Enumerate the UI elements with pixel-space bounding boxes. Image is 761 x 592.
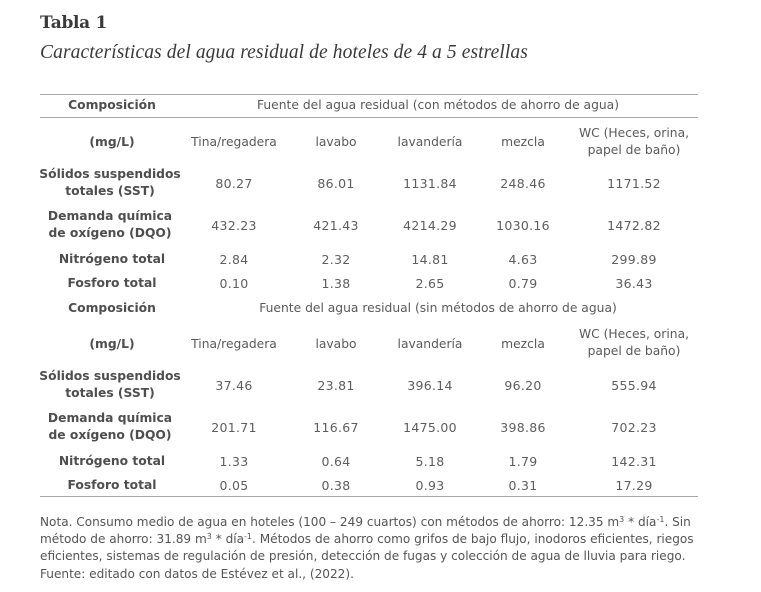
table-cell: 80.27: [215, 176, 253, 191]
table-cell: 116.67: [313, 420, 359, 435]
table-cell: 1.33: [219, 454, 249, 469]
composition-header: Composición: [68, 98, 156, 112]
column-header: mezcla: [501, 337, 545, 351]
column-header-line2: papel de baño): [587, 143, 681, 157]
table-note: Nota. Consumo medio de agua en hoteles (…: [40, 515, 694, 581]
table-cell: 0.79: [508, 276, 538, 291]
row-label: Fosforo total: [67, 478, 157, 492]
table-cell: 432.23: [211, 218, 257, 233]
unit-header: (mg/L): [89, 135, 135, 149]
table-cell: 5.18: [415, 454, 445, 469]
table-cell: 201.71: [211, 420, 257, 435]
row-label: Sólidos suspendidos totales (SST): [39, 369, 181, 400]
table-cell: 0.31: [508, 478, 538, 493]
column-header-line1: WC (Heces, orina,: [578, 327, 690, 341]
row-label: Demanda química de oxígeno (DQO): [47, 411, 173, 442]
table-cell: 0.38: [321, 478, 351, 493]
column-header-line2: papel de baño): [587, 344, 681, 358]
table-cell: 0.10: [219, 276, 249, 291]
table-cell: 1475.00: [403, 420, 457, 435]
composition-header: Composición: [68, 301, 156, 315]
group-header: Fuente del agua residual (con métodos de…: [256, 98, 620, 112]
table-title: Características del agua residual de hot…: [40, 42, 528, 63]
column-header-line1: WC (Heces, orina,: [578, 126, 690, 140]
table-cell: 36.43: [615, 276, 653, 291]
table-cell: 396.14: [407, 378, 453, 393]
table-cell: 1030.16: [496, 218, 550, 233]
header-rule: [40, 117, 698, 118]
column-header: lavandería: [397, 337, 463, 351]
table-cell: 421.43: [313, 218, 359, 233]
table-cell: 2.32: [321, 252, 351, 267]
table-cell: 0.64: [321, 454, 351, 469]
table-cell: 0.93: [415, 478, 445, 493]
table-cell: 4.63: [508, 252, 538, 267]
row-label: Nitrógeno total: [58, 252, 166, 266]
table-cell: 248.46: [500, 176, 546, 191]
table-cell: 0.05: [219, 478, 249, 493]
table-cell: 398.86: [500, 420, 546, 435]
unit-header: (mg/L): [89, 337, 135, 351]
column-header: lavandería: [397, 135, 463, 149]
column-header: mezcla: [501, 135, 545, 149]
row-label: Demanda química de oxígeno (DQO): [47, 209, 173, 240]
column-header: Tina/regadera: [191, 337, 277, 351]
table-cell: 23.81: [317, 378, 355, 393]
row-label: Nitrógeno total: [58, 454, 166, 468]
table-cell: 1.79: [508, 454, 538, 469]
table-cell: 14.81: [411, 252, 449, 267]
column-header: lavabo: [315, 135, 357, 149]
table-source: Fuente: editado con datos de Estévez et …: [40, 566, 354, 581]
group-header: Fuente del agua residual (sin métodos de…: [259, 301, 617, 315]
table-cell: 86.01: [317, 176, 355, 191]
column-header: WC (Heces, orina, papel de baño): [579, 125, 689, 159]
table-cell: 4214.29: [403, 218, 457, 233]
bottom-rule: [40, 496, 698, 497]
column-header: lavabo: [315, 337, 357, 351]
row-label: Sólidos suspendidos totales (SST): [39, 167, 181, 198]
table-cell: 1472.82: [607, 218, 661, 233]
table-cell: 299.89: [611, 252, 657, 267]
table-cell: 702.23: [611, 420, 657, 435]
table-label: Tabla 1: [40, 13, 108, 33]
table-cell: 96.20: [504, 378, 542, 393]
table-cell: 17.29: [615, 478, 653, 493]
table-cell: 1131.84: [403, 176, 457, 191]
table-cell: 2.84: [219, 252, 249, 267]
column-header: WC (Heces, orina, papel de baño): [579, 326, 689, 360]
table-cell: 1.38: [321, 276, 351, 291]
table-cell: 1171.52: [607, 176, 661, 191]
table-cell: 555.94: [611, 378, 657, 393]
table-cell: 2.65: [415, 276, 445, 291]
column-header: Tina/regadera: [191, 135, 277, 149]
top-rule: [40, 94, 698, 95]
row-label: Fosforo total: [67, 276, 157, 290]
table-cell: 37.46: [215, 378, 253, 393]
table-cell: 142.31: [611, 454, 657, 469]
